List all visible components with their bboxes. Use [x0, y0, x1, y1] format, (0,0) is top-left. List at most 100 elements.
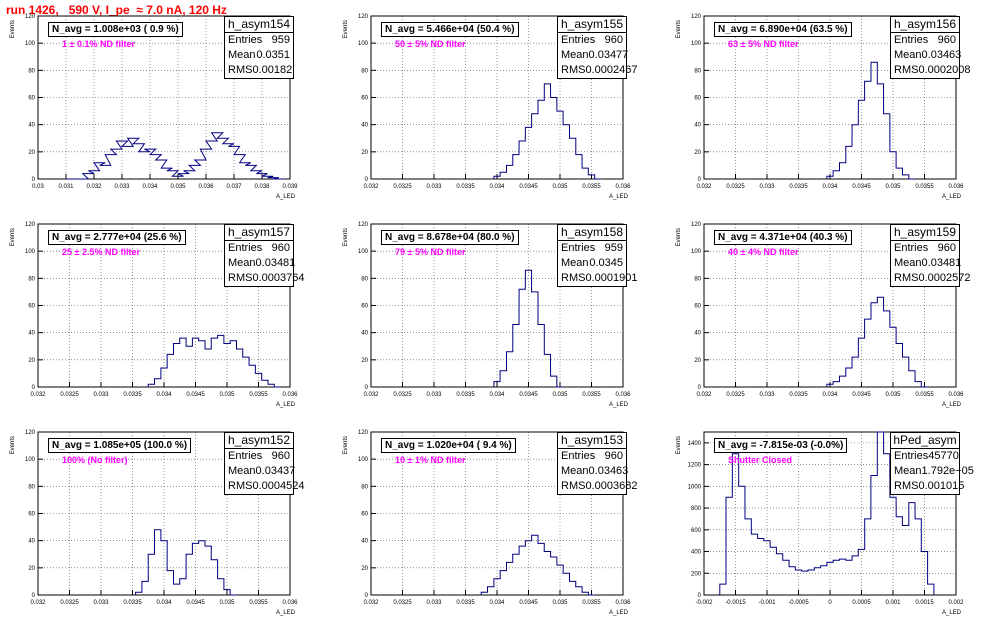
stats-value: 0.0002008 [918, 64, 971, 76]
stats-key: Mean [561, 465, 589, 477]
y-tick-label: 80 [694, 68, 701, 74]
y-tick-label: 100 [25, 249, 36, 255]
x-tick-label: 0.03 [32, 184, 44, 190]
x-axis-title: A_LED [276, 194, 296, 200]
x-tick-label: 0.033 [93, 392, 109, 398]
x-tick-label: 0.033 [759, 184, 775, 190]
stats-value: 0.03481 [255, 257, 296, 269]
histogram-panel-h_asym152: 0.032 0.0325 0.033 0.0335 0.034 0.0345 0.035 0.… [0, 416, 330, 621]
stats-key: Entries [894, 450, 929, 462]
stats-key: Mean [228, 257, 256, 269]
x-tick-label: 0.035 [885, 184, 901, 190]
histogram-panel-h_asym159: 0.032 0.0325 0.033 0.0335 0.034 0.0345 0.035 0.… [666, 208, 996, 413]
filter-label: 10 ± 1% ND filter [395, 455, 466, 465]
y-tick-label: 60 [28, 96, 35, 102]
stats-row: Entries 960 [558, 33, 626, 48]
stats-title: h_asym155 [558, 17, 626, 33]
histogram-plot: 0.032 0.0325 0.033 0.0335 0.034 0.0345 0.035 0.… [676, 222, 964, 408]
x-tick-label: 0.0345 [519, 392, 538, 398]
y-tick-label: 120 [691, 222, 702, 228]
y-tick-label: 40 [28, 539, 35, 545]
y-tick-label: 0 [365, 177, 369, 183]
x-tick-label: 0.0355 [915, 392, 934, 398]
y-tick-label: 20 [28, 358, 35, 364]
x-tick-label: 0.033 [114, 184, 130, 190]
x-tick-label: 0.032 [696, 392, 712, 398]
x-tick-label: 0.0355 [249, 600, 268, 606]
x-tick-label: 0.0335 [789, 392, 808, 398]
x-tick-label: 0.032 [696, 184, 712, 190]
y-tick-label: 60 [361, 304, 368, 310]
x-tick-label: 0.033 [426, 392, 442, 398]
stats-title: h_asym159 [891, 225, 959, 241]
x-tick-label: 0.035 [552, 600, 568, 606]
plot-frame [370, 431, 624, 596]
stats-value: 45770 [928, 450, 959, 462]
y-tick-label: 80 [361, 276, 368, 282]
y-tick-label: 60 [361, 96, 368, 102]
x-tick-label: 0.0335 [123, 600, 142, 606]
y-tick-label: 600 [691, 528, 702, 534]
histogram-panel-h_asym158: 0.032 0.0325 0.033 0.0335 0.034 0.0345 0.035 0.… [333, 208, 663, 413]
stats-row: Entries 959 [558, 241, 626, 256]
y-tick-label: 100 [25, 41, 36, 47]
y-tick-label: 0 [32, 177, 36, 183]
x-tick-label: 0.0325 [726, 184, 745, 190]
stats-title: h_asym153 [558, 433, 626, 449]
x-tick-label: 0.036 [282, 392, 298, 398]
x-axis-title: A_LED [942, 402, 962, 408]
x-tick-label: 0.034 [822, 392, 838, 398]
y-tick-label: 120 [25, 222, 36, 228]
y-axis-title: Events [343, 20, 349, 38]
x-tick-label: 0.0325 [393, 600, 412, 606]
y-axis-title: Events [676, 228, 682, 246]
x-tick-label: 0.0355 [582, 184, 601, 190]
stats-key: RMS [228, 480, 253, 492]
histogram-plot: 0.032 0.0325 0.033 0.0335 0.034 0.0345 0.035 0.… [10, 222, 298, 408]
n-avg-label: N_avg = -7.815e-03 (-0.0%) [714, 438, 848, 453]
y-tick-label: 20 [361, 358, 368, 364]
plot-frame [37, 223, 291, 388]
plot-frame [37, 15, 291, 180]
y-tick-label: 120 [691, 14, 702, 20]
stats-box: h_asym157 Entries 960 Mean 0.03481 RMS 0.00037… [224, 224, 304, 287]
y-tick-label: 80 [28, 484, 35, 490]
stats-key: RMS [561, 64, 586, 76]
y-tick-label: 20 [361, 566, 368, 572]
x-tick-label: 0.032 [363, 392, 379, 398]
stats-value: 0.03437 [255, 465, 296, 477]
stats-key: Entries [228, 242, 263, 254]
histogram-panel-h_asym154: 0.03 0.031 0.032 0.033 0.034 0.035 0.036 0.037 0… [0, 0, 330, 205]
histogram-series [826, 61, 915, 180]
stats-title: h_asym154 [225, 17, 293, 33]
histogram-panel-h_asym155: 0.032 0.0325 0.033 0.0335 0.034 0.0345 0.035 0.… [333, 0, 663, 205]
n-avg-label: N_avg = 1.085e+05 (100.0 %) [48, 438, 192, 453]
stats-row: Entries 960 [891, 33, 959, 48]
filter-label: 40 ± 4% ND filter [728, 247, 799, 257]
y-tick-label: 40 [28, 331, 35, 337]
y-tick-label: 100 [358, 249, 369, 255]
y-tick-label: 80 [361, 484, 368, 490]
plot-frame [370, 15, 624, 180]
histogram-panel-h_asym156: 0.032 0.0325 0.033 0.0335 0.034 0.0345 0.035 0.… [666, 0, 996, 205]
stats-box: h_asym154 Entries 959 Mean 0.0351 RMS 0.00182 [224, 16, 294, 79]
x-tick-label: 0 [828, 600, 832, 606]
plot-frame [703, 431, 957, 596]
plot-frame [703, 223, 957, 388]
stats-row: Entries 960 [225, 241, 293, 256]
x-tick-label: 0.0005 [852, 600, 871, 606]
stats-row: Mean 0.03463 [891, 48, 961, 63]
x-tick-label: 0.034 [156, 600, 172, 606]
stats-key: Entries [561, 34, 596, 46]
y-tick-label: 20 [694, 358, 701, 364]
y-tick-label: 40 [28, 123, 35, 129]
stats-box: h_asym156 Entries 960 Mean 0.03463 RMS 0.00020… [890, 16, 970, 79]
stats-key: RMS [894, 272, 919, 284]
filter-label: Shutter Closed [728, 455, 793, 465]
stats-key: Entries [561, 242, 596, 254]
x-tick-label: 0.0335 [123, 392, 142, 398]
n-avg-label: N_avg = 8.678e+04 (80.0 %) [381, 230, 519, 245]
x-tick-label: 0.032 [363, 600, 379, 606]
y-tick-label: 120 [358, 14, 369, 20]
stats-box: h_asym159 Entries 960 Mean 0.03481 RMS 0.00025… [890, 224, 970, 287]
